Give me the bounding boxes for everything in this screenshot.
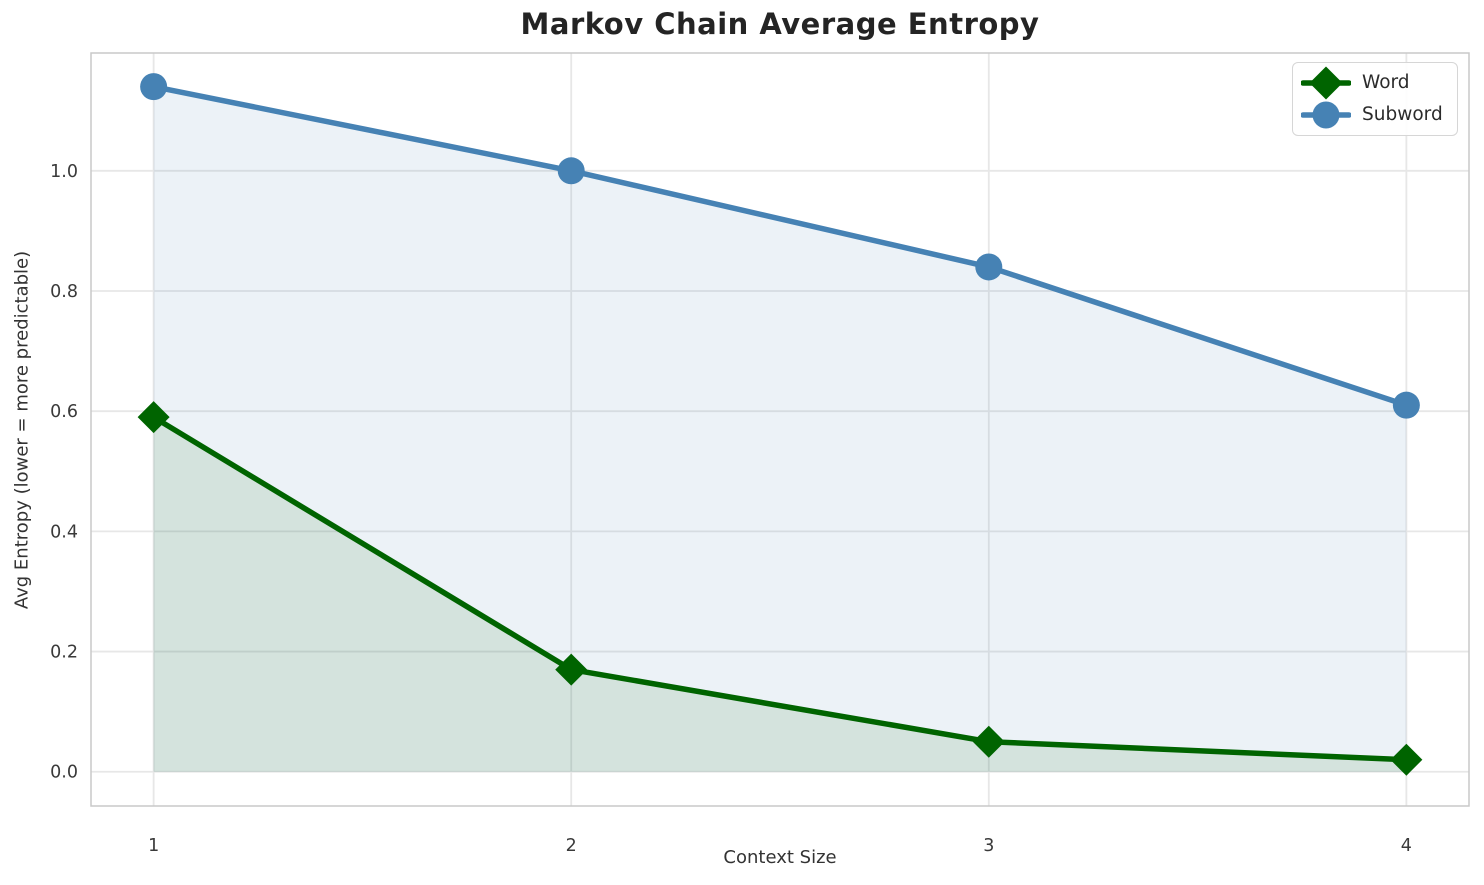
data-point-subword [557,157,585,185]
data-point-subword [140,73,168,101]
legend-label: Word [1362,71,1410,93]
x-tick-label: 4 [1401,836,1412,856]
data-point-word [137,401,170,434]
x-axis-label: Context Size [723,847,837,868]
data-point-word [972,725,1005,758]
series-line-subword [150,83,1410,408]
y-tick-label: 0.0 [50,763,78,783]
legend-item-subword: Subword [1301,99,1443,131]
area-fill-subword [153,86,1407,772]
y-tick-label: 1.0 [50,162,78,182]
area-fill-word [153,417,1407,772]
circle-marker-icon [1301,101,1351,129]
x-tick-label: 2 [566,836,577,856]
data-point-subword [1392,391,1420,419]
plot-border [90,52,1470,807]
data-point-subword [975,253,1003,281]
y-tick-label: 0.6 [50,402,78,422]
legend: Word Subword [1292,62,1458,136]
diamond-marker-icon [1301,66,1351,100]
data-point-word [555,653,588,686]
legend-label: Subword [1362,103,1443,125]
y-tick-label: 0.4 [50,522,78,542]
x-tick-label: 1 [148,836,159,856]
data-point-word [1390,743,1423,776]
series-line-word [150,414,1410,763]
legend-item-word: Word [1301,66,1443,100]
y-axis-label: Avg Entropy (lower = more predictable) [11,250,33,610]
y-tick-label: 0.2 [50,643,78,663]
chart-title: Markov Chain Average Entropy [520,7,1040,41]
x-tick-label: 3 [983,836,994,856]
y-tick-label: 0.8 [50,282,78,302]
